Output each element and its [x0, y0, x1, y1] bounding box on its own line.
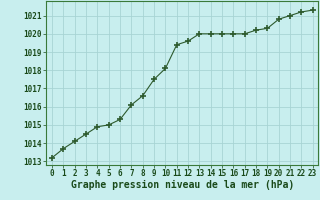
- X-axis label: Graphe pression niveau de la mer (hPa): Graphe pression niveau de la mer (hPa): [71, 180, 294, 190]
